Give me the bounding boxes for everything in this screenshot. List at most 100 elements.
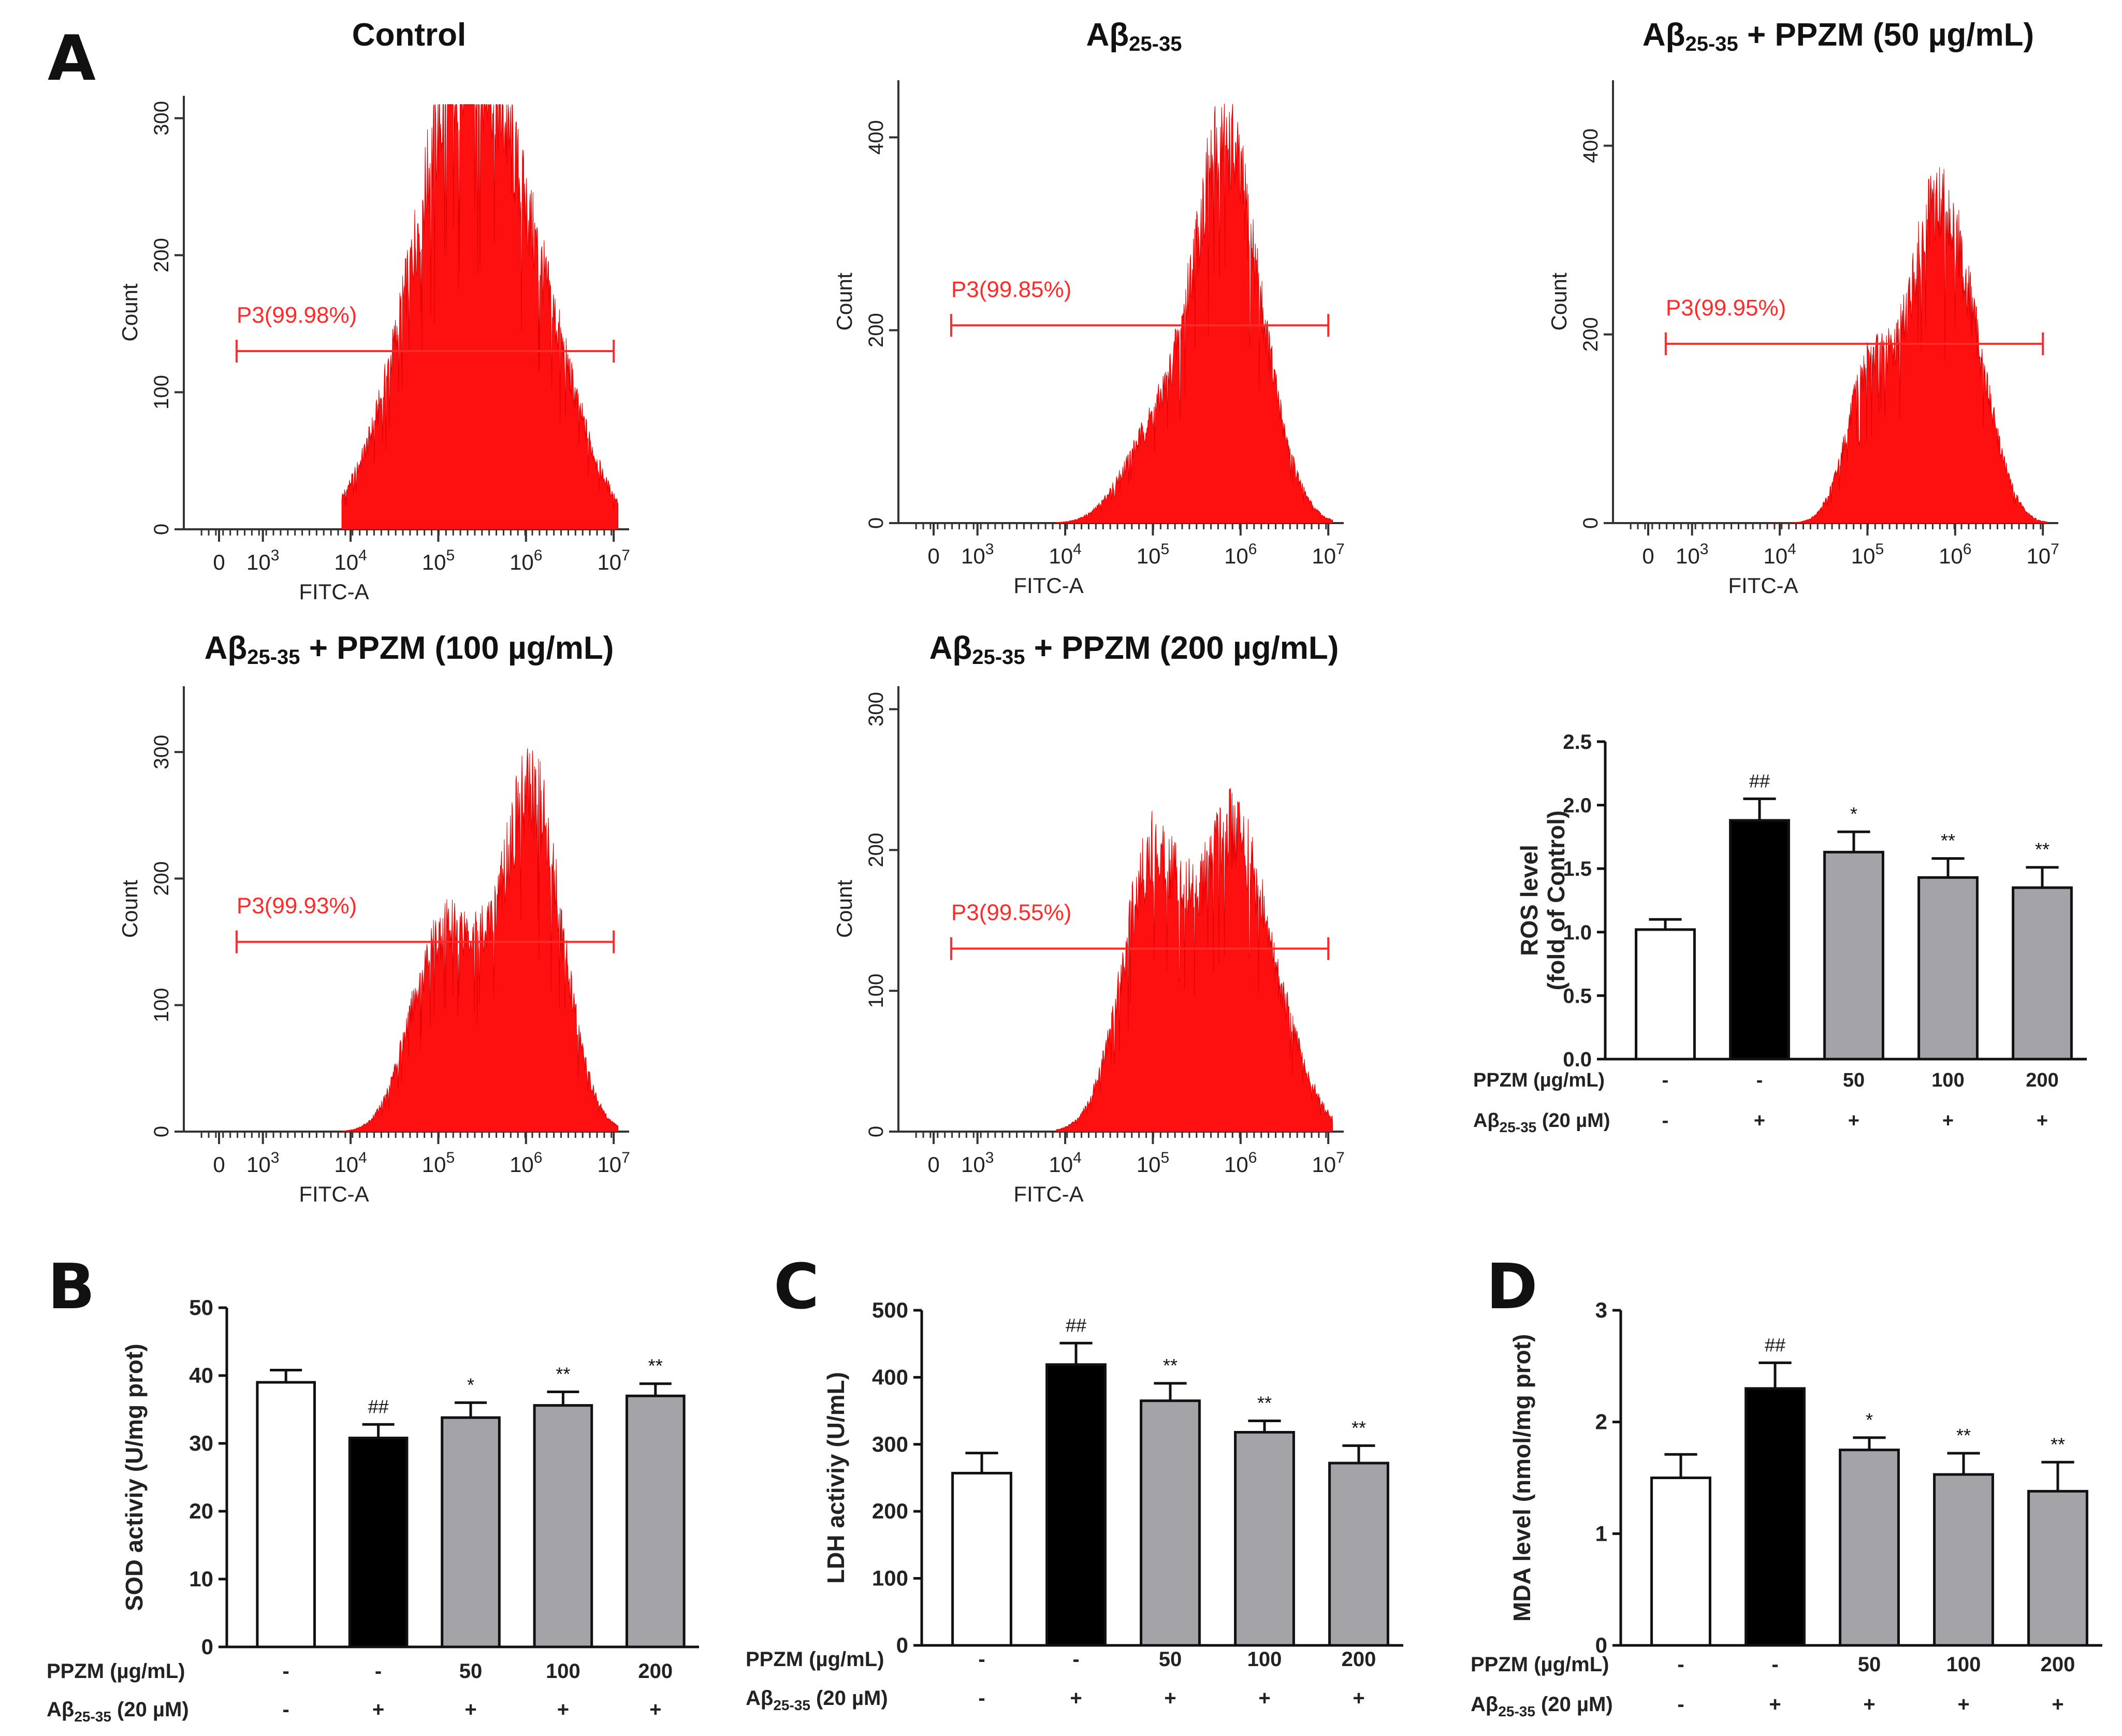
abeta-row-label: Aβ25-35 (20 µM)	[746, 1687, 888, 1713]
abeta-value: +	[2037, 1110, 2048, 1132]
flow-title-ppzm-50: Aβ25-35 + PPZM (50 µg/mL)	[1642, 17, 2034, 55]
flow-x-tick-label: 105	[422, 1149, 455, 1177]
bar-y-tick-label: 0	[896, 1633, 908, 1657]
flow-x-tick-label: 104	[334, 547, 367, 574]
flow-x-tick-label: 107	[2026, 541, 2059, 568]
flow-y-tick-label: 200	[865, 833, 888, 867]
abeta-value: +	[2052, 1693, 2063, 1716]
bar-y-tick-label: 30	[189, 1431, 213, 1455]
ppzm-value: 100	[1247, 1648, 1282, 1671]
bar-y-tick-label: 1.0	[1563, 921, 1592, 944]
ppzm-value: 200	[2026, 1069, 2058, 1091]
flow-x-tick-label: 105	[1851, 541, 1884, 568]
significance-label: *	[467, 1374, 474, 1395]
flow-x-tick-label: 103	[961, 1149, 994, 1177]
flow-y-tick-label: 0	[150, 524, 173, 535]
gate-label: P3(99.85%)	[951, 277, 1071, 302]
significance-label: **	[556, 1363, 570, 1384]
flow-y-tick-label: 200	[865, 313, 888, 348]
flow-x-tick-label: 104	[1049, 1149, 1081, 1177]
bar-y-tick-label: 0	[1595, 1633, 1607, 1657]
abeta-value: +	[1863, 1693, 1875, 1716]
bar-y-label: MDA level (nmol/mg prot)	[1508, 1334, 1535, 1622]
flow-x-tick-label: 105	[422, 547, 455, 574]
bar-y-label: SOD activiy (U/mg prot)	[121, 1343, 148, 1611]
abeta-value: +	[1848, 1110, 1859, 1132]
bar	[1823, 850, 1884, 1061]
ppzm-value: 100	[1946, 1653, 1981, 1676]
flow-y-tick-label: 200	[150, 238, 173, 272]
ppzm-value: 50	[1843, 1069, 1865, 1091]
ppzm-value: -	[1662, 1069, 1669, 1091]
ppzm-row-label: PPZM (µg/mL)	[1473, 1069, 1605, 1091]
significance-label: ##	[368, 1396, 389, 1417]
flow-title-ppzm-200: Aβ25-35 + PPZM (200 µg/mL)	[929, 630, 1339, 669]
flow-histogram-4: 0 100 200 300 Count 0 103 104 105 106 107 FITC-A P3(…	[832, 686, 1345, 1206]
flow-x-tick-label: 103	[246, 547, 279, 574]
ppzm-value: 200	[2041, 1653, 2075, 1676]
flow-y-tick-label: 0	[150, 1126, 173, 1137]
abeta-value: +	[1258, 1687, 1270, 1710]
bar-y-tick-label: 0	[201, 1634, 213, 1659]
panel-label-d: D	[1486, 1251, 1538, 1323]
abeta-value: +	[1769, 1693, 1781, 1716]
abeta-row-label: Aβ25-35 (20 µM)	[47, 1698, 189, 1725]
gate-label: P3(99.95%)	[1666, 295, 1786, 321]
flow-y-tick-label: 0	[865, 1126, 888, 1137]
flow-y-label: Count	[118, 880, 142, 938]
flow-x-tick-label: 106	[510, 1149, 542, 1177]
gate-label: P3(99.98%)	[237, 302, 357, 328]
bar	[1635, 928, 1696, 1061]
abeta-value: +	[464, 1698, 476, 1721]
flow-x-tick-label: 107	[597, 1149, 630, 1177]
abeta-value: -	[1677, 1693, 1684, 1716]
bar	[1650, 1477, 1711, 1647]
bar	[533, 1404, 593, 1648]
significance-label: ##	[1066, 1314, 1086, 1336]
flow-x-label: FITC-A	[1728, 573, 1798, 598]
bar	[256, 1381, 316, 1648]
flow-x-tick-label: 104	[1049, 541, 1081, 568]
bar-y-tick-label: 300	[872, 1432, 908, 1456]
abeta-value: +	[557, 1698, 569, 1721]
bar-y-tick-label: 2.0	[1563, 794, 1592, 817]
flow-x-tick-label: 0	[927, 1152, 939, 1177]
bar	[1328, 1462, 1389, 1647]
flow-x-tick-label: 103	[961, 541, 994, 568]
bar-y-tick-label: 500	[872, 1298, 908, 1322]
flow-x-tick-label: 106	[1224, 541, 1257, 568]
flow-y-label: Count	[832, 880, 856, 938]
ppzm-value: -	[1756, 1069, 1763, 1091]
ppzm-value: 50	[1858, 1653, 1881, 1676]
flow-histogram-area	[1056, 104, 1333, 524]
bar-y-tick-label: 3	[1595, 1298, 1607, 1322]
bar-y-label: LDH activiy (U/mL)	[822, 1372, 849, 1584]
bar	[1045, 1363, 1107, 1647]
bar-chart-ldh: 0 100 200 300 400 500 LDH activiy (U/mL) ## ** **…	[746, 1298, 1403, 1713]
significance-label: **	[2051, 1434, 2065, 1455]
bar	[1745, 1387, 1806, 1647]
ppzm-value: 100	[1931, 1069, 1964, 1091]
abeta-value: +	[372, 1698, 384, 1721]
panel-label-c: C	[774, 1251, 820, 1323]
significance-label: ##	[1765, 1334, 1785, 1355]
bar	[951, 1471, 1012, 1647]
bar-y-tick-label: 40	[189, 1363, 213, 1387]
flow-y-tick-label: 100	[865, 974, 888, 1008]
flow-histogram-area	[341, 104, 619, 530]
flow-x-label: FITC-A	[299, 1182, 369, 1206]
abeta-value: -	[283, 1698, 289, 1721]
bar	[1917, 876, 1979, 1061]
bar-y-tick-label: 50	[189, 1295, 213, 1320]
bar	[348, 1437, 409, 1648]
flow-x-tick-label: 107	[1312, 541, 1344, 568]
flow-histogram-1: 0 200 400 Count 0 103 104 105 106 107 FITC-A P3(99.…	[832, 80, 1345, 598]
abeta-row-label: Aβ25-35 (20 µM)	[1473, 1110, 1610, 1135]
bar	[2012, 886, 2073, 1061]
flow-x-tick-label: 106	[510, 547, 542, 574]
bar-y-tick-label: 2.5	[1563, 731, 1592, 754]
bar-chart-ros: 0.0 0.5 1.0 1.5 2.0 2.5 ROS level (fold of Cont…	[1473, 731, 2087, 1135]
significance-label: **	[648, 1355, 663, 1377]
flow-title-control: Control	[352, 17, 467, 53]
significance-label: *	[1850, 803, 1857, 824]
